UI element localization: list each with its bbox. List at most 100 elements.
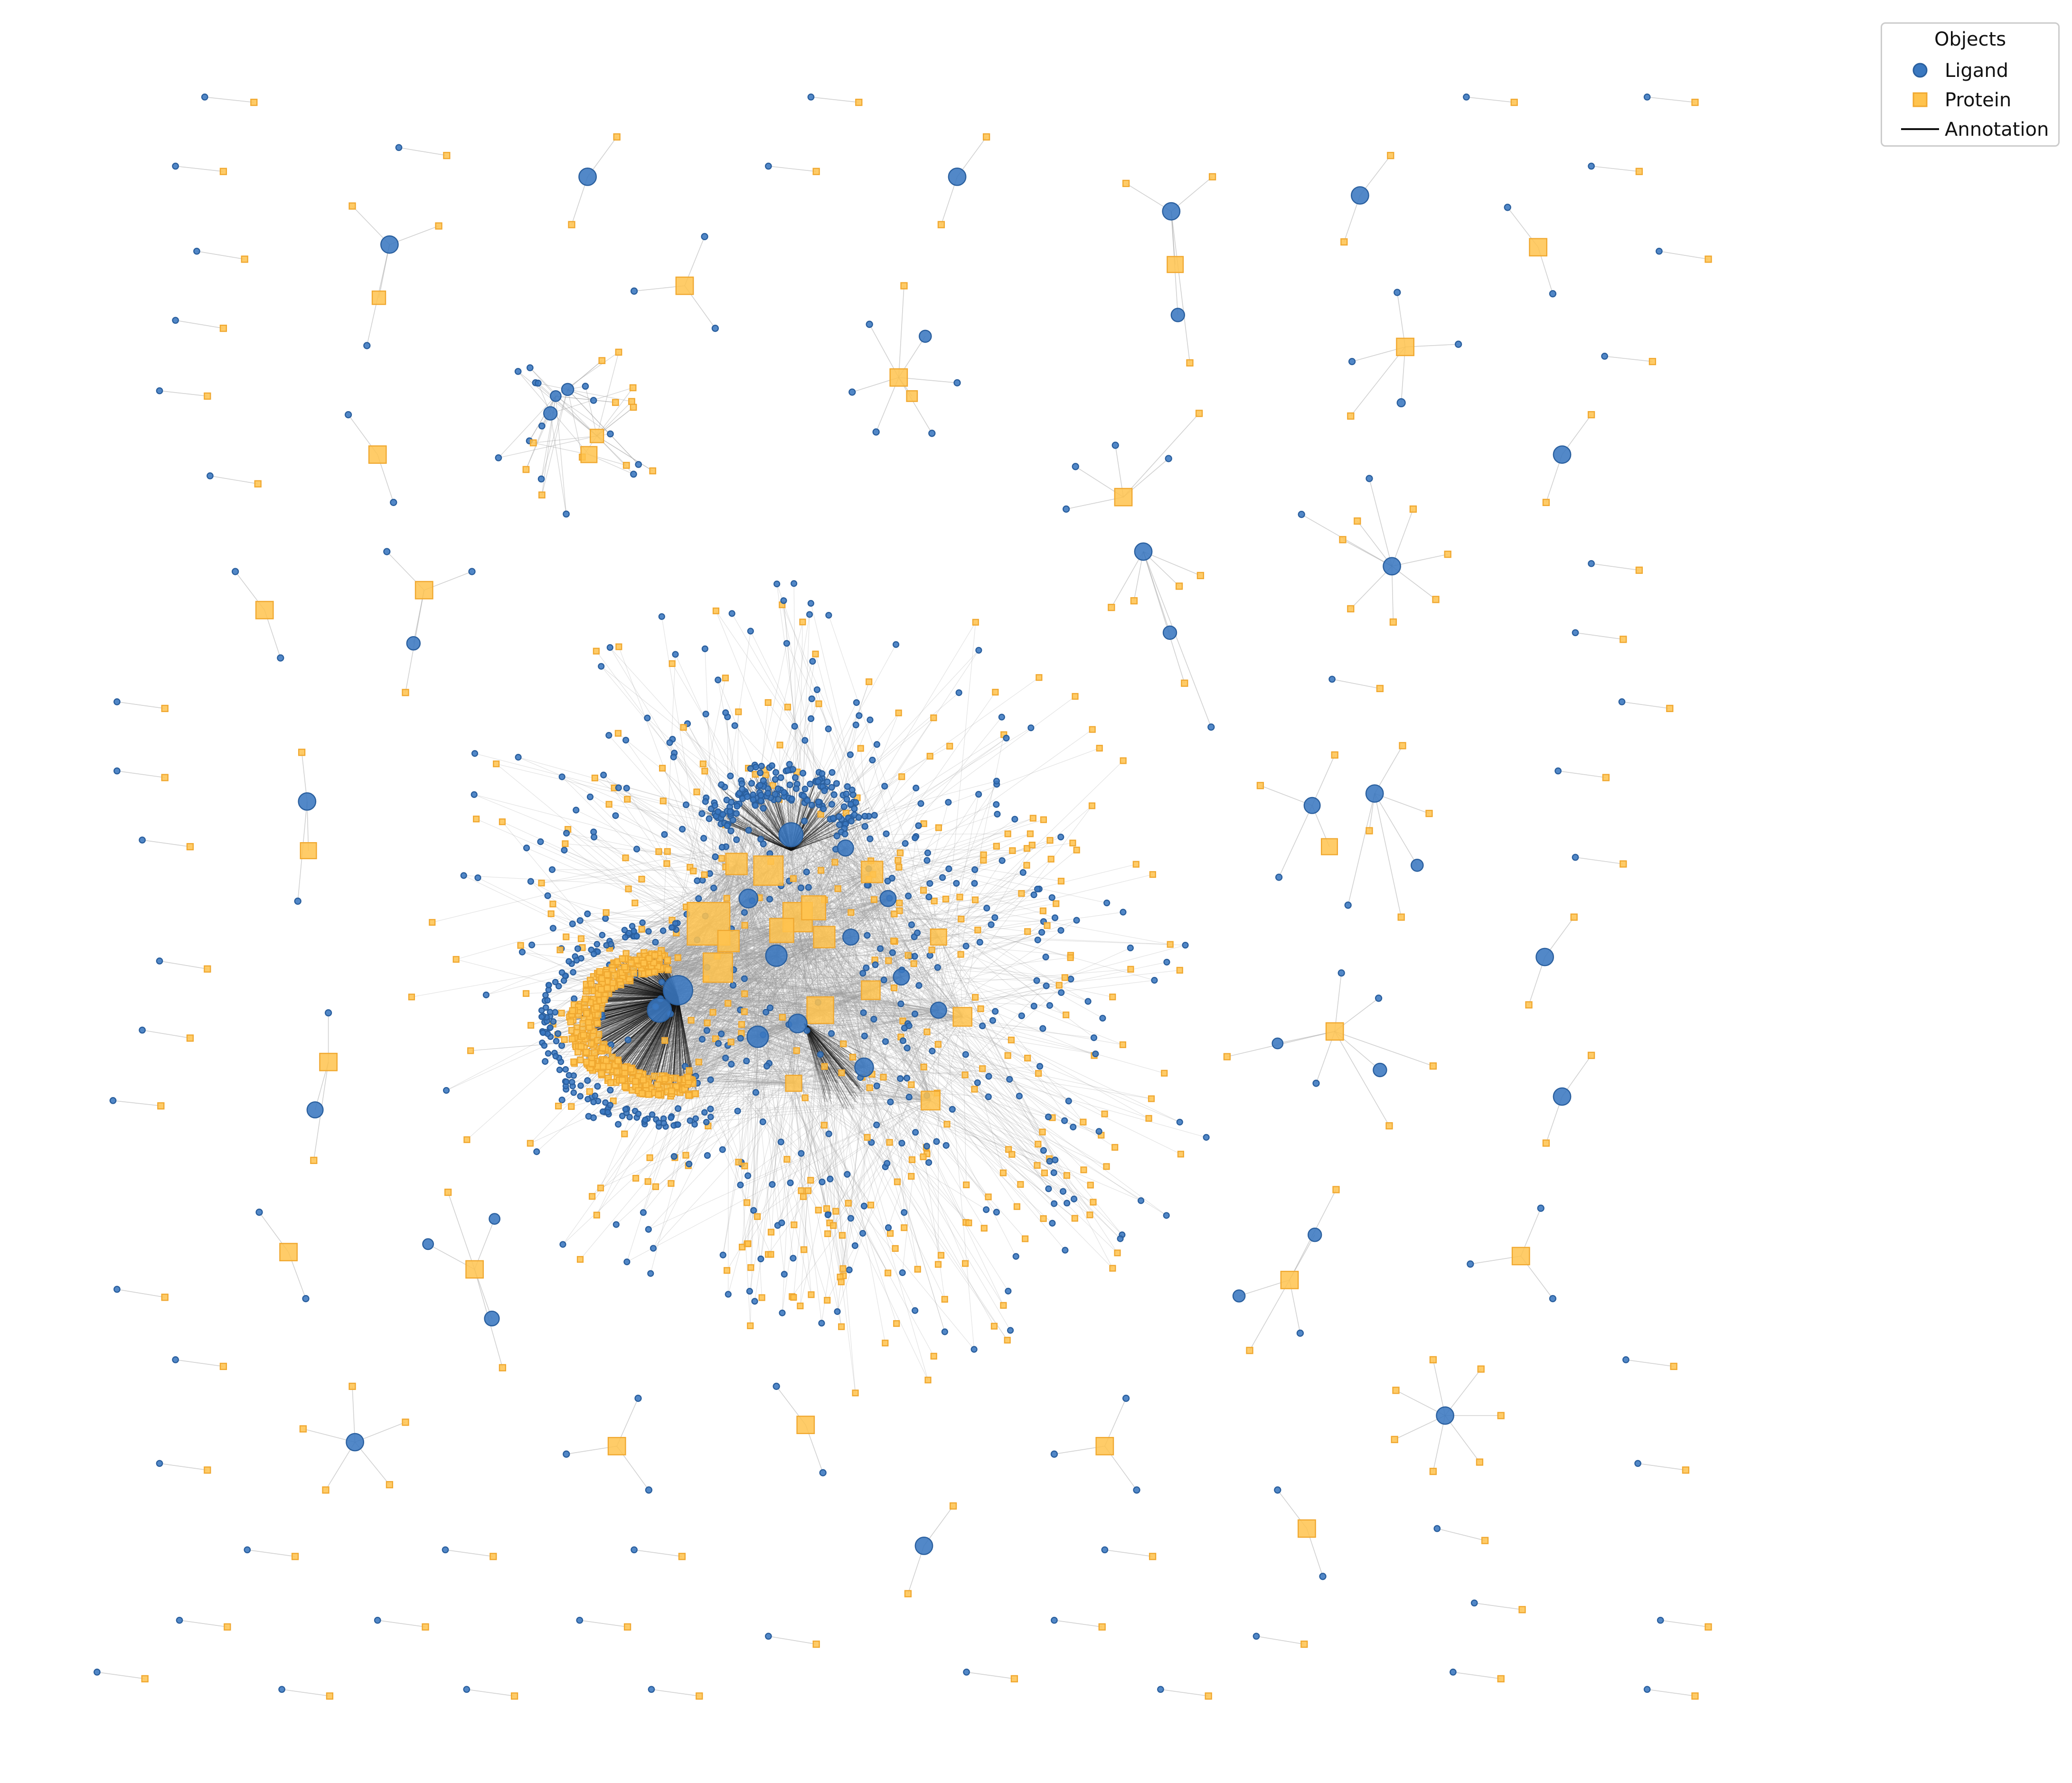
annotation-edge [498,435,597,459]
annotation-edge [717,864,1136,968]
annotation-edge [757,1036,1067,1176]
protein-node [1047,855,1055,863]
protein-node [808,1291,815,1298]
ligand-node [860,1202,868,1210]
annotation-edge [850,881,888,938]
ligand-node [1019,869,1027,876]
ligand-node [633,933,640,939]
protein-node [1705,255,1712,263]
ligand-node [953,379,961,387]
ligand-node [1061,1117,1068,1124]
annotation-edge [1432,1360,1446,1416]
annotation-edge [793,889,1038,1084]
annotation-edge [594,1056,794,1084]
annotation-edge [864,1067,989,1197]
protein-node [849,1053,857,1061]
ligand-node [576,917,584,924]
protein-node [241,255,248,263]
annotation-edge [708,923,1071,956]
annotation-edge [824,937,890,1143]
annotation-edge [804,1023,863,1092]
ligand-node [642,1117,649,1123]
annotation-edge [159,1463,207,1471]
annotation-edge [850,754,939,1011]
annotation-edge [791,835,1049,1189]
protein-node [499,818,506,826]
annotation-edge [748,898,1055,1204]
annotation-edge [791,833,1008,835]
protein-node [1044,922,1051,929]
annotation-edge [790,976,902,1183]
annotation-edge [625,958,939,1011]
annotation-edge [556,395,611,434]
annotation-edge [717,967,844,1044]
annotation-edge [850,805,902,977]
annotation-edge [755,774,821,1011]
annotation-edge [659,817,859,1011]
annotation-edge [835,1010,939,1211]
protein-node [1023,862,1030,869]
ligand-node [537,838,544,845]
annotation-edge [616,930,782,1066]
annotation-edge [655,967,820,1011]
ligand-node [584,1077,591,1084]
legend: Objects Ligand Protein Annotation [1881,22,2060,147]
protein-node [1705,1623,1712,1631]
ligand-node [719,811,726,818]
annotation-edge [824,937,872,1143]
annotation-edge [824,937,912,1177]
annotation-edge [713,1012,963,1017]
annotation-edge [888,898,1103,1019]
annotation-edge [664,937,851,1041]
annotation-edge [606,945,794,1084]
ligand-node [804,797,811,804]
annotation-edge [793,784,997,1084]
annotation-edge [626,941,729,1262]
ligand-node [825,725,832,732]
protein-node [812,650,819,657]
ligand-node [833,780,840,787]
ligand-node [474,874,481,882]
ligand-node [542,1004,549,1011]
ligand-node [1072,463,1079,470]
annotation-edge [1334,973,1342,1032]
ligand-node [871,812,878,819]
protein-node [818,867,825,874]
annotation-edge [747,930,782,1244]
annotation-edge [938,937,1004,1173]
annotation-edge [804,1023,832,1099]
protein-node [946,742,953,750]
annotation-edge [804,1023,845,1057]
legend-label-annotation: Annotation [1945,119,2049,141]
annotation-edge [708,923,888,1273]
annotation-edge [864,860,1003,1068]
annotation-edge [736,863,763,1298]
protein-node [640,1076,647,1084]
ligand-node [156,957,163,965]
annotation-edge [791,834,929,898]
annotation-edge [1334,1031,1390,1126]
annotation-edge [793,1083,989,1098]
protein-node [435,222,443,230]
ligand-node [926,952,933,959]
annotation-edge [445,1549,493,1557]
protein-node [690,867,697,874]
ligand-node [819,1178,826,1185]
ligand-node [824,1211,831,1219]
protein-node [747,1322,754,1329]
annotation-edge [652,996,678,1075]
annotation-edge [864,1067,918,1269]
protein-node [1022,1235,1029,1242]
ligand-node [873,741,880,748]
ligand-node [953,880,960,887]
ligand-node [851,1242,858,1249]
annotation-edge [782,897,1052,931]
annotation-edge [736,863,1088,1002]
annotation-edge [748,898,842,1327]
protein-node [1004,830,1011,837]
annotation-edge [804,1023,854,1110]
protein-node [857,745,864,752]
ligand-node [781,789,788,796]
ligand-node [994,810,1001,818]
protein-node [1010,1675,1018,1683]
